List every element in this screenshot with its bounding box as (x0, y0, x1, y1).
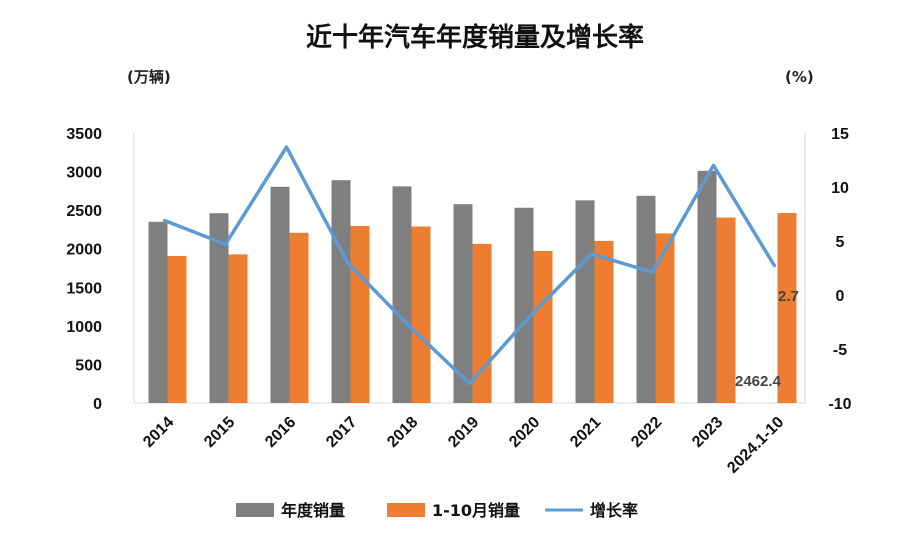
growth-rate-point (651, 270, 654, 274)
bar-annual-sales (453, 204, 473, 403)
y-right-tick-label: -5 (833, 342, 847, 359)
data-label-sales-last: 2462.4 (735, 373, 782, 390)
bar-annual-sales (270, 186, 290, 403)
y-right-tick-label: 5 (836, 234, 845, 251)
bar-jan-oct-sales (289, 232, 309, 403)
bar-jan-oct-sales (350, 225, 370, 403)
bar-annual-sales (209, 213, 229, 403)
y-left-tick-label: 3500 (66, 126, 102, 143)
bar-annual-sales (148, 221, 168, 403)
y-right-tick-label: 15 (831, 126, 849, 143)
y-left-tick-label: 500 (75, 357, 102, 374)
x-tick-label: 2019 (445, 414, 482, 451)
y-left-tick-label: 1000 (66, 319, 102, 336)
right-axis-unit: (%) (785, 68, 814, 86)
y-right-tick-label: 0 (836, 288, 845, 305)
bar-annual-sales (697, 170, 717, 403)
bar-jan-oct-sales (228, 254, 248, 403)
growth-rate-point (529, 314, 532, 318)
bar-annual-sales (331, 180, 351, 403)
bar-annual-sales (514, 207, 534, 403)
chart-title: 近十年汽车年度销量及增长率 (306, 22, 644, 53)
growth-rate-point (163, 218, 166, 222)
x-tick-label: 2024.1-10 (724, 414, 787, 477)
legend-swatch-annual-sales (236, 503, 274, 517)
x-tick-label: 2018 (384, 414, 421, 451)
growth-rate-point (285, 145, 288, 149)
y-left-tick-label: 2500 (66, 203, 102, 220)
x-tick-label: 2021 (567, 414, 604, 451)
left-axis-unit: (万辆) (127, 68, 171, 86)
growth-rate-point (468, 382, 471, 386)
x-tick-label: 2015 (201, 414, 238, 451)
legend-label-jan-oct-sales: 1-10月销量 (432, 501, 520, 520)
growth-rate-point (224, 242, 227, 246)
x-tick-label: 2016 (262, 414, 299, 451)
bar-jan-oct-sales (594, 240, 614, 403)
x-tick-label: 2014 (140, 414, 177, 451)
y-right-tick-label: 10 (831, 180, 849, 197)
legend-swatch-jan-oct-sales (387, 503, 425, 517)
bar-jan-oct-sales (777, 213, 797, 403)
y-right-tick-label: -10 (828, 396, 851, 413)
bar-jan-oct-sales (167, 255, 187, 403)
growth-rate-point (590, 252, 593, 256)
bar-annual-sales (392, 186, 412, 403)
growth-rate-point (346, 261, 349, 265)
bar-jan-oct-sales (533, 251, 553, 403)
data-label-growth-last: 2.7 (778, 288, 799, 305)
bar-jan-oct-sales (655, 233, 675, 403)
legend: 年度销量 1-10月销量 增长率 (236, 501, 638, 520)
bar-jan-oct-sales (411, 226, 431, 403)
x-tick-label: 2023 (689, 414, 726, 451)
y-left-tick-label: 2000 (66, 242, 102, 259)
growth-rate-point (712, 163, 715, 167)
line-series (163, 145, 776, 386)
legend-label-annual-sales: 年度销量 (281, 501, 345, 520)
bar-jan-oct-sales (716, 217, 736, 403)
x-tick-label: 2017 (323, 414, 360, 451)
x-tick-label: 2020 (506, 414, 543, 451)
bar-annual-sales (575, 200, 595, 403)
bar-series (148, 170, 797, 403)
x-tick-label: 2022 (628, 414, 665, 451)
growth-rate-point (407, 323, 410, 327)
y-left-tick-label: 0 (93, 396, 102, 413)
y-left-tick-label: 3000 (66, 165, 102, 182)
legend-label-growth-rate: 增长率 (590, 501, 638, 520)
bar-annual-sales (636, 195, 656, 403)
y-left-tick-label: 1500 (66, 280, 102, 297)
growth-rate-point (773, 264, 776, 268)
